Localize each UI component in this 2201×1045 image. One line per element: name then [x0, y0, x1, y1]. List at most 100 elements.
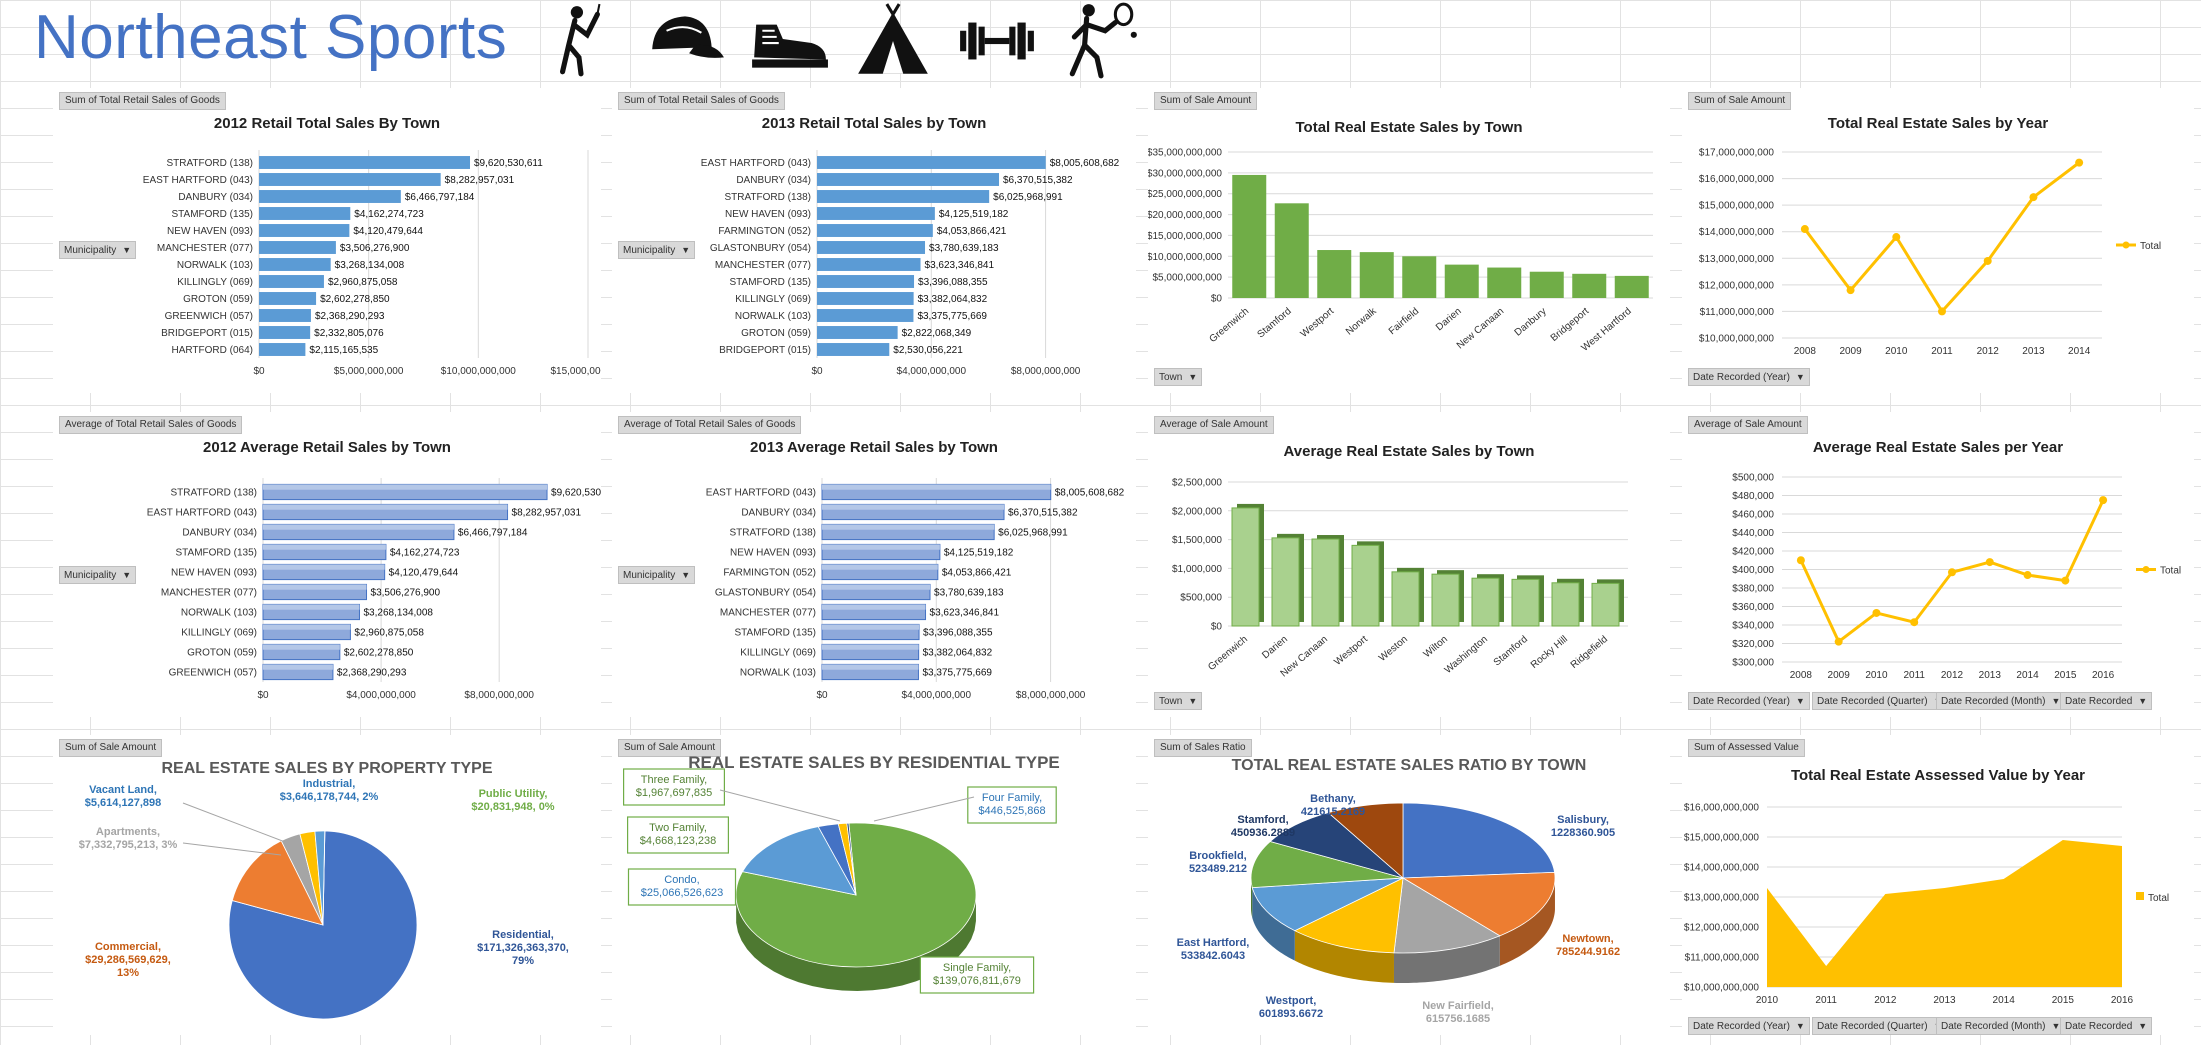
- bar[interactable]: [1591, 582, 1620, 627]
- bar[interactable]: [259, 343, 306, 356]
- pie-slice[interactable]: [1251, 877, 1404, 932]
- date-filter-button[interactable]: Date Recorded (Year) ▼: [1688, 692, 1810, 710]
- bar[interactable]: [259, 224, 350, 237]
- pie-slice[interactable]: [1293, 877, 1404, 954]
- filter-dropdown-icon[interactable]: ▼: [681, 245, 691, 255]
- pie-slice[interactable]: [228, 830, 418, 1020]
- data-point[interactable]: [2075, 158, 2084, 167]
- date-filter-button[interactable]: Date Recorded (Month) ▼: [1936, 692, 2066, 710]
- chart-panel[interactable]: Average of Sale Amount Average Real Estat…: [1682, 412, 2194, 717]
- bar[interactable]: [1431, 573, 1460, 627]
- bar[interactable]: [817, 292, 914, 305]
- value-field-button[interactable]: Sum of Sale Amount: [1154, 92, 1258, 110]
- town-filter-button[interactable]: Town ▼: [1154, 368, 1203, 386]
- pie-slice[interactable]: [1327, 802, 1404, 879]
- bar[interactable]: [1271, 537, 1300, 627]
- bar[interactable]: [1317, 250, 1352, 298]
- municipality-filter-button[interactable]: Municipality ▼: [59, 566, 137, 584]
- chart-panel[interactable]: Average of Total Retail Sales of Goods 20…: [53, 412, 601, 717]
- value-field-button[interactable]: Average of Sale Amount: [1688, 416, 1808, 434]
- bar[interactable]: [817, 224, 933, 237]
- data-point[interactable]: [1846, 286, 1855, 295]
- chart-panel[interactable]: Sum of Sale Amount Total Real Estate Sale…: [1682, 88, 2194, 393]
- data-point[interactable]: [1872, 608, 1881, 617]
- filter-dropdown-icon[interactable]: ▼: [122, 570, 132, 580]
- date-filter-button[interactable]: Date Recorded (Quarter)▼: [1812, 692, 1948, 710]
- value-field-button[interactable]: Sum of Assessed Value: [1688, 739, 1805, 757]
- chart-panel[interactable]: Sum of Total Retail Sales of Goods 2012 R…: [53, 88, 601, 393]
- filter-dropdown-icon[interactable]: ▼: [1795, 372, 1805, 382]
- pie-slice[interactable]: [1402, 802, 1556, 879]
- date-filter-button[interactable]: Date Recorded (Quarter)▼: [1812, 1017, 1948, 1035]
- value-field-button[interactable]: Average of Total Retail Sales of Goods: [618, 416, 802, 434]
- data-point[interactable]: [2061, 576, 2070, 585]
- bar[interactable]: [259, 275, 324, 288]
- data-point[interactable]: [1800, 225, 1809, 234]
- pie-slice[interactable]: [1393, 877, 1501, 954]
- value-field-button[interactable]: Sum of Total Retail Sales of Goods: [618, 92, 785, 110]
- filter-dropdown-icon[interactable]: ▼: [1188, 696, 1198, 706]
- bar[interactable]: [1572, 273, 1607, 298]
- bar[interactable]: [259, 292, 317, 305]
- value-field-button[interactable]: Average of Sale Amount: [1154, 416, 1274, 434]
- bar[interactable]: [1487, 267, 1522, 298]
- pie-slice[interactable]: [322, 830, 326, 926]
- bar[interactable]: [259, 326, 311, 339]
- bar[interactable]: [259, 241, 336, 254]
- value-field-button[interactable]: Average of Total Retail Sales of Goods: [59, 416, 243, 434]
- date-filter-button[interactable]: Date Recorded ▼: [2060, 692, 2153, 710]
- town-filter-button[interactable]: Town ▼: [1154, 692, 1203, 710]
- chart-panel[interactable]: Sum of Total Retail Sales of Goods 2013 R…: [612, 88, 1136, 393]
- bar[interactable]: [1471, 577, 1500, 627]
- pie-slice[interactable]: [1250, 841, 1404, 889]
- bar[interactable]: [259, 190, 401, 203]
- bar[interactable]: [1529, 271, 1564, 298]
- data-point[interactable]: [1938, 307, 1946, 316]
- year-filter-button[interactable]: Date Recorded (Year) ▼: [1688, 368, 1810, 386]
- data-point[interactable]: [2023, 571, 2032, 580]
- bar[interactable]: [817, 309, 914, 322]
- date-filter-button[interactable]: Date Recorded ▼: [2060, 1017, 2153, 1035]
- value-field-button[interactable]: Sum of Sale Amount: [1688, 92, 1792, 110]
- bar[interactable]: [1231, 507, 1260, 627]
- data-point[interactable]: [1985, 558, 1994, 567]
- bar[interactable]: [817, 343, 890, 356]
- filter-dropdown-icon[interactable]: ▼: [2051, 1021, 2061, 1031]
- chart-panel[interactable]: Average of Sale Amount Average Real Estat…: [1148, 412, 1670, 717]
- bar[interactable]: [1402, 256, 1437, 298]
- pie-slice[interactable]: [231, 840, 324, 926]
- value-field-button[interactable]: Sum of Sales Ratio: [1154, 739, 1252, 757]
- chart-panel[interactable]: Sum of Sale Amount REAL ESTATE SALES BY R…: [612, 735, 1136, 1035]
- filter-dropdown-icon[interactable]: ▼: [2138, 696, 2148, 706]
- bar[interactable]: [1311, 538, 1340, 627]
- bar[interactable]: [1511, 578, 1540, 627]
- data-point[interactable]: [2029, 193, 2038, 202]
- bar[interactable]: [1232, 174, 1267, 298]
- bar[interactable]: [259, 207, 351, 220]
- date-filter-button[interactable]: Date Recorded (Month) ▼: [1936, 1017, 2066, 1035]
- line-series[interactable]: [1803, 161, 2081, 314]
- value-field-button[interactable]: Sum of Sale Amount: [59, 739, 163, 757]
- bar[interactable]: [817, 275, 915, 288]
- data-point[interactable]: [2099, 496, 2108, 505]
- chart-panel[interactable]: Average of Total Retail Sales of Goods 20…: [612, 412, 1136, 717]
- bar[interactable]: [1551, 582, 1580, 627]
- date-filter-button[interactable]: Date Recorded (Year) ▼: [1688, 1017, 1810, 1035]
- bar[interactable]: [817, 156, 1046, 169]
- chart-panel[interactable]: Sum of Sale Amount Total Real Estate Sale…: [1148, 88, 1670, 393]
- chart-panel[interactable]: Sum of Sale Amount REAL ESTATE SALES BY P…: [53, 735, 601, 1035]
- bar[interactable]: [817, 258, 921, 271]
- bar[interactable]: [259, 309, 311, 322]
- data-point[interactable]: [1948, 568, 1956, 577]
- municipality-filter-button[interactable]: Municipality ▼: [618, 241, 696, 259]
- bar[interactable]: [817, 207, 935, 220]
- filter-dropdown-icon[interactable]: ▼: [1188, 372, 1198, 382]
- bar[interactable]: [1391, 571, 1420, 627]
- bar[interactable]: [1444, 264, 1479, 298]
- bar[interactable]: [817, 190, 990, 203]
- data-point[interactable]: [1983, 256, 1992, 265]
- filter-dropdown-icon[interactable]: ▼: [2051, 696, 2061, 706]
- bar[interactable]: [1351, 544, 1380, 627]
- municipality-filter-button[interactable]: Municipality ▼: [59, 241, 137, 259]
- bar[interactable]: [259, 258, 331, 271]
